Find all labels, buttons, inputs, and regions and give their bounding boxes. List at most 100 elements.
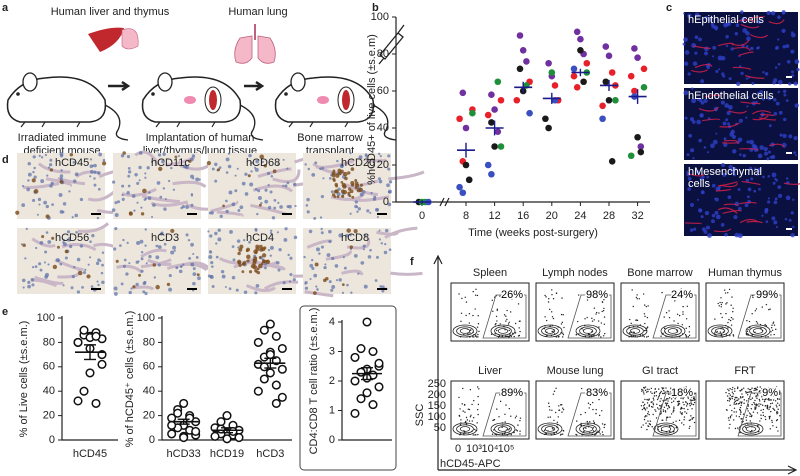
flow-y-tick: 150	[428, 400, 446, 412]
event	[755, 405, 757, 407]
event	[592, 427, 595, 429]
event	[732, 334, 734, 336]
nucleus	[383, 250, 388, 255]
nucleus	[45, 204, 49, 209]
event	[728, 318, 730, 321]
y-tick-label: 0	[149, 434, 155, 446]
data-point	[459, 189, 467, 197]
event	[511, 332, 514, 335]
flow-title: Liver	[478, 365, 502, 377]
event	[751, 429, 753, 432]
nucleus	[170, 250, 175, 255]
nucleus	[21, 184, 25, 188]
nucleus	[198, 178, 201, 181]
nucleus	[269, 245, 274, 250]
nucleus	[190, 262, 195, 267]
nucleus	[321, 166, 325, 170]
event	[508, 407, 511, 410]
nucleus	[266, 171, 271, 175]
stained-cell	[263, 164, 267, 168]
data-point	[277, 364, 287, 374]
nucleus	[97, 171, 101, 175]
stain	[719, 182, 738, 188]
nucleus	[771, 216, 776, 221]
nucleus	[714, 27, 718, 31]
contour	[579, 326, 597, 336]
event	[505, 315, 507, 317]
event	[683, 403, 685, 406]
nucleus	[267, 205, 272, 210]
event	[665, 404, 668, 407]
organ-label: Human lung	[228, 6, 287, 18]
nucleus	[192, 177, 195, 180]
y-tick-label: 0	[49, 434, 55, 446]
event	[725, 312, 727, 315]
nucleus	[746, 195, 750, 199]
nucleus	[64, 256, 68, 260]
nucleus	[343, 266, 347, 270]
nucleus	[21, 278, 26, 283]
data-point	[350, 408, 360, 419]
nucleus	[758, 187, 761, 191]
event	[733, 403, 735, 405]
event	[682, 311, 684, 313]
event	[680, 412, 682, 415]
stained-cell	[340, 189, 345, 194]
nucleus	[26, 187, 30, 192]
event	[758, 400, 761, 402]
nucleus	[68, 190, 71, 193]
event	[646, 316, 649, 319]
stained-cell	[254, 268, 258, 273]
nucleus	[59, 210, 64, 214]
nucleus	[694, 51, 698, 55]
nucleus	[370, 191, 373, 195]
gate-percent: 98%	[586, 289, 608, 301]
event	[688, 291, 691, 294]
event	[577, 320, 579, 323]
event	[731, 414, 733, 416]
event	[764, 323, 766, 326]
stain	[783, 182, 800, 185]
event	[692, 403, 695, 406]
event	[688, 394, 690, 396]
event	[647, 390, 649, 393]
nucleus	[173, 249, 176, 252]
event	[508, 427, 511, 430]
nucleus	[47, 166, 51, 169]
event	[751, 387, 753, 389]
nucleus	[785, 177, 789, 180]
nucleus	[335, 279, 339, 282]
event	[664, 399, 666, 401]
event	[771, 402, 774, 404]
event	[652, 406, 654, 408]
event	[759, 420, 761, 422]
event	[547, 416, 549, 418]
event	[729, 404, 731, 406]
nucleus	[320, 231, 324, 235]
event	[650, 387, 653, 390]
nucleus	[764, 72, 769, 76]
stained-cell	[238, 247, 243, 252]
nucleus	[70, 286, 74, 290]
nucleus	[692, 61, 698, 66]
data-point	[637, 148, 645, 156]
stain	[752, 110, 771, 115]
nucleus	[744, 203, 749, 208]
event	[665, 399, 667, 401]
event	[660, 335, 662, 337]
nucleus	[47, 240, 52, 244]
nucleus	[197, 276, 201, 281]
data-point	[605, 96, 613, 104]
nucleus	[759, 145, 765, 150]
event	[548, 298, 550, 300]
nucleus	[788, 134, 793, 139]
nucleus	[377, 152, 381, 156]
event	[592, 420, 595, 422]
nucleus	[276, 231, 279, 234]
event	[775, 404, 777, 406]
event	[770, 402, 772, 405]
stain	[722, 209, 742, 215]
event	[601, 310, 603, 313]
event	[655, 410, 657, 412]
nucleus	[231, 275, 236, 280]
